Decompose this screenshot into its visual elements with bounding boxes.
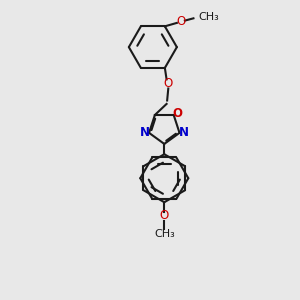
Text: O: O: [176, 15, 185, 28]
Text: O: O: [160, 209, 169, 222]
Text: N: N: [140, 126, 150, 139]
Text: O: O: [172, 107, 182, 120]
Text: CH₃: CH₃: [198, 12, 219, 22]
Text: O: O: [164, 77, 173, 90]
Text: CH₃: CH₃: [154, 229, 175, 239]
Text: N: N: [178, 126, 188, 139]
